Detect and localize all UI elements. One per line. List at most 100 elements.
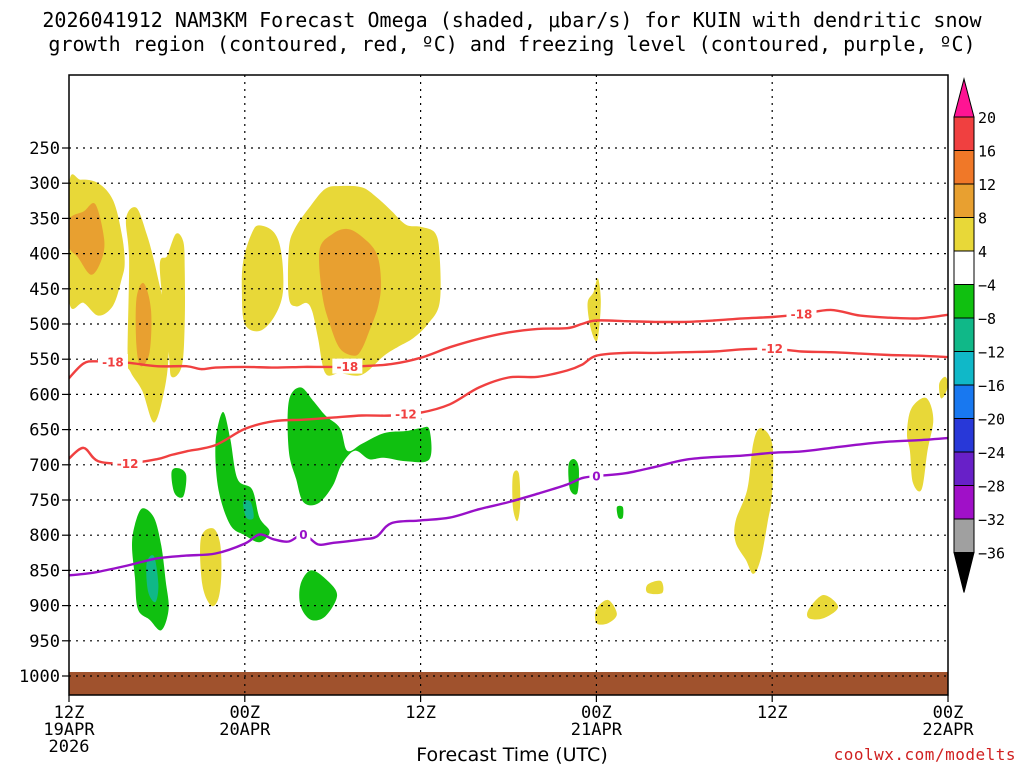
colorbar-label-5: 4 [978,243,987,261]
colorbar-segment-9 [953,384,975,419]
chart-title-line-2: growth region (contoured, red, ºC) and f… [48,32,976,56]
omega-4-8-region-4 [241,225,284,332]
colorbar-label-8: −12 [978,344,1005,362]
omega-4-8-region-3 [159,233,186,378]
y-tick-label-800: 800 [29,526,60,546]
omega-4-8-region-6 [587,278,601,342]
omega-4-8-region-8 [512,470,521,522]
colorbar-segment-13 [953,518,975,553]
omega-minus8-minus12-region-1 [146,555,159,603]
colorbar-label-9: −16 [978,377,1005,395]
colorbar-bottom-arrow [953,552,975,593]
dgz-top-minus18-label-bg-2 [332,358,363,374]
colorbar-label-10: −20 [978,411,1005,429]
dgz-bottom-minus12-label-1: -12 [117,457,139,471]
omega-4-8-region-12 [807,594,839,620]
omega-4-8-region-11 [734,428,774,574]
colorbar-segment-3 [953,183,975,218]
omega-4-8-region-13 [906,397,934,492]
y-tick-label-850: 850 [29,561,60,581]
colorbar-segment-11 [953,451,975,486]
colorbar-label-11: −24 [978,444,1005,462]
dgz-bottom-minus12-line [69,347,948,465]
plot-frame [68,74,949,696]
freezing-level-0c-label-bg-2 [589,468,604,484]
dgz-bottom-minus12-label-bg-1 [112,455,143,471]
y-tick-label-600: 600 [29,385,60,405]
omega-4-8-region-7 [200,528,222,607]
y-tick-label-450: 450 [29,280,60,300]
omega-8-12-region-2 [135,282,152,367]
y-tick-label-700: 700 [29,456,60,476]
colorbar-segment-5 [953,250,975,285]
dgz-top-minus18-label-2: -18 [337,360,359,374]
colorbar-segment-6 [953,284,975,319]
colorbar-segment-4 [953,217,975,252]
omega-minus8-minus12-region-2 [243,500,254,520]
colorbar-segment-10 [953,418,975,453]
omega-minus4-minus8-region-4 [287,387,432,506]
omega-8-12-region-3 [318,228,382,356]
y-tick-label-550: 550 [29,350,60,370]
dgz-top-minus18-label-bg-3 [786,306,817,322]
x-tick-label-36-2: 21APR [571,720,623,740]
x-tick-label-48-1: 12Z [757,703,788,723]
y-tick-label-500: 500 [29,315,60,335]
x-tick-label-0-2: 19APR [43,720,95,740]
site-credit[interactable]: coolwx.com/modelts [833,745,1016,764]
dgz-bottom-minus12-label-2: -12 [395,408,417,422]
omega-minus4-minus8-region-2 [171,468,187,498]
x-axis-title: Forecast Time (UTC) [416,744,608,766]
colorbar-label-3: 12 [978,176,996,194]
colorbar-label-4: 8 [978,210,987,228]
dgz-bottom-minus12-label-bg-2 [390,406,421,422]
surface-ground [69,672,948,695]
colorbar-label-6: −4 [978,277,996,295]
omega-4-8-region-9 [594,599,617,625]
freezing-level-0c-label-bg-1 [296,526,311,542]
colorbar-label-7: −8 [978,310,996,328]
omega-4-8-region-10 [645,580,664,595]
x-tick-label-60-1: 00Z [933,703,964,723]
chart-title-line-1: 2026041912 NAM3KM Forecast Omega (shaded… [42,8,982,32]
freezing-level-0c-label-1: 0 [299,528,307,542]
colorbar-label-14: −36 [978,545,1005,563]
colorbar-segment-2 [953,150,975,185]
colorbar-segment-1 [953,116,975,151]
omega-minus4-minus8-region-5 [299,570,338,621]
omega-4-8-region-14 [938,376,948,399]
x-tick-label-12-2: 20APR [219,720,271,740]
y-tick-label-950: 950 [29,632,60,652]
y-tick-label-250: 250 [29,139,60,159]
colorbar-label-1: 20 [978,109,996,127]
colorbar-segment-8 [953,351,975,386]
colorbar-segment-12 [953,485,975,520]
y-tick-label-350: 350 [29,209,60,229]
dgz-bottom-minus12-label-bg-3 [757,340,788,356]
omega-8-12-region-1 [69,203,105,275]
x-tick-label-0-1: 12Z [54,703,85,723]
colorbar-label-2: 16 [978,143,996,161]
y-tick-label-900: 900 [29,597,60,617]
freezing-level-0c-label-2: 0 [592,470,600,484]
dgz-bottom-minus12-label-3: -12 [761,342,783,356]
colorbar-label-12: −28 [978,478,1005,496]
x-tick-label-0-3: 2026 [49,737,90,757]
y-tick-label-750: 750 [29,491,60,511]
freezing-level-0c-line [69,436,948,577]
omega-minus4-minus8-region-3 [215,411,270,543]
x-tick-label-24-1: 12Z [405,703,436,723]
dgz-top-minus18-label-1: -18 [102,356,124,370]
colorbar-top-arrow [953,77,975,118]
y-tick-label-1000: 1000 [19,667,60,687]
x-tick-label-60-2: 22APR [922,720,974,740]
omega-minus4-minus8-region-6 [568,459,579,495]
dgz-top-minus18-label-bg-1 [97,354,128,370]
colorbar-segment-7 [953,317,975,352]
y-tick-label-650: 650 [29,421,60,441]
y-tick-label-400: 400 [29,245,60,265]
colorbar-label-13: −32 [978,511,1005,529]
x-tick-label-12-1: 00Z [229,703,260,723]
